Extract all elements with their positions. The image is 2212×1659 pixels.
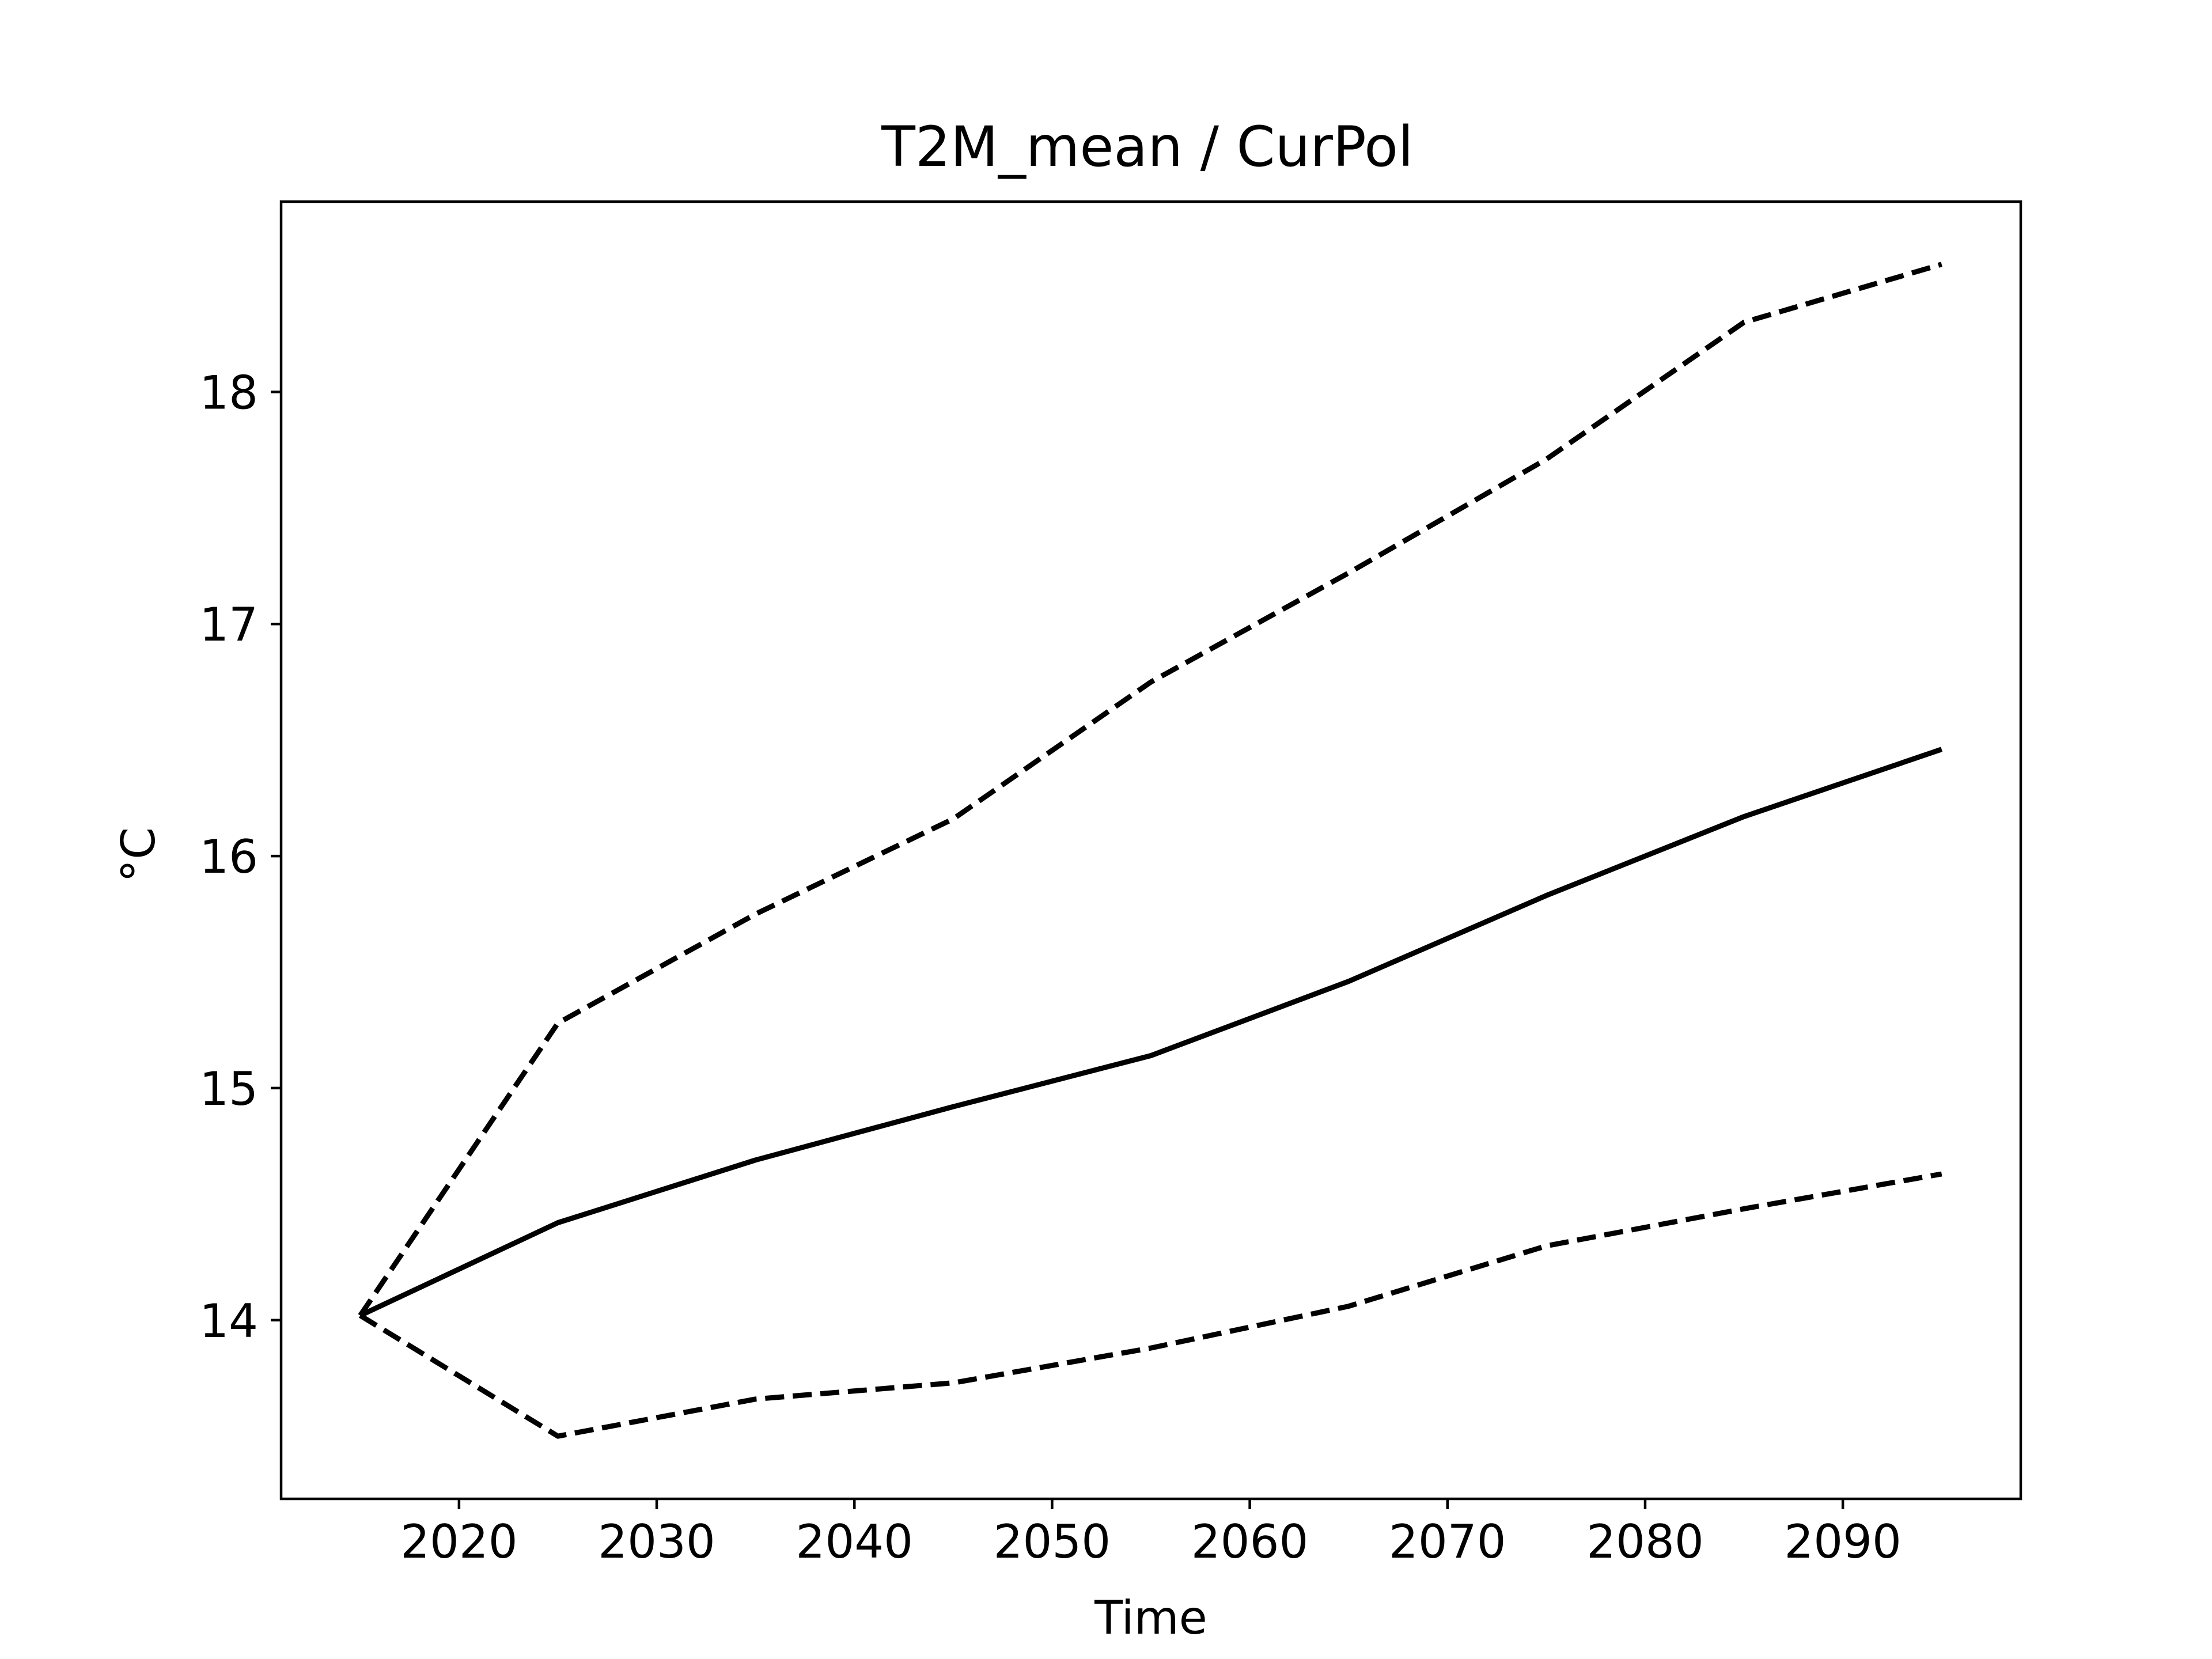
x-axis-ticks: 2020 2030 2040 2050 2060 2070 2080 2090	[400, 1499, 1902, 1569]
y-tick-label: 17	[199, 598, 258, 652]
x-tick-label: 2020	[400, 1515, 518, 1569]
x-tick-label: 2080	[1586, 1515, 1704, 1569]
x-tick-label: 2090	[1784, 1515, 1902, 1569]
y-tick-label: 16	[199, 830, 258, 884]
chart-title: T2M_mean / CurPol	[881, 115, 1413, 179]
x-tick-label: 2040	[796, 1515, 913, 1569]
x-tick-label: 2060	[1191, 1515, 1309, 1569]
y-tick-label: 18	[199, 366, 258, 419]
plot-lines	[358, 262, 1943, 1439]
y-tick-label: 14	[199, 1294, 258, 1348]
x-tick-label: 2050	[994, 1515, 1111, 1569]
series-line-dashed-1	[358, 262, 1942, 1317]
plot-frame	[279, 200, 2022, 1501]
series-line-solid-0	[359, 747, 1943, 1318]
x-tick-label: 2070	[1389, 1515, 1506, 1569]
y-axis-label: °C	[112, 827, 165, 882]
series-line-dashed-2	[358, 1171, 1942, 1439]
y-axis-ticks: 14 15 16 17 18	[199, 366, 281, 1348]
x-axis-label: Time	[1094, 1591, 1207, 1645]
x-tick-label: 2030	[598, 1515, 715, 1569]
y-tick-label: 15	[199, 1062, 258, 1116]
